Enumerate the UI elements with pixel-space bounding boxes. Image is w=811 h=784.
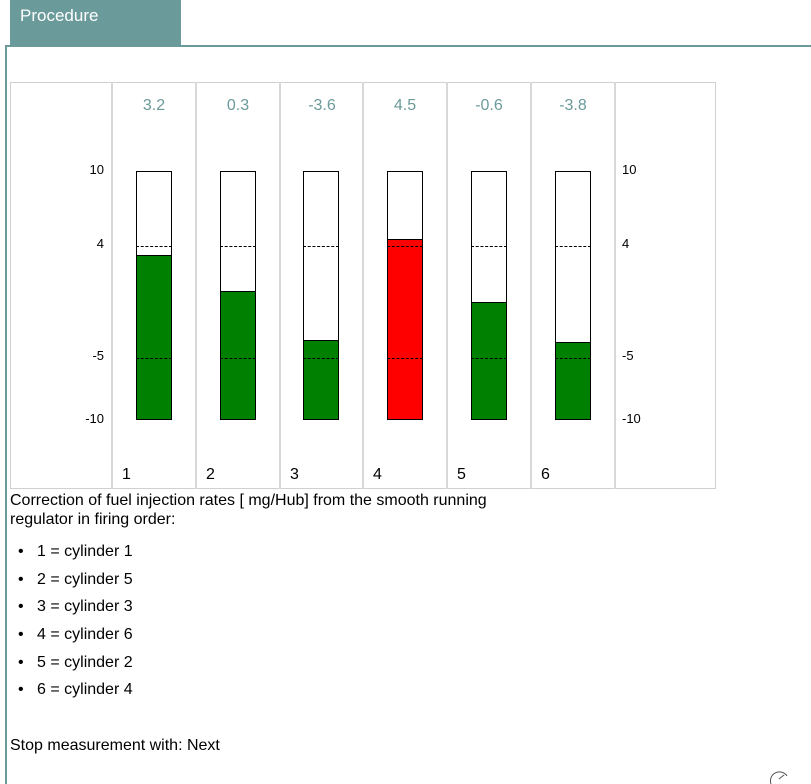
legend-item-text: 5 = cylinder 2 — [37, 653, 133, 671]
bullet-icon: • — [18, 653, 24, 671]
reference-line — [471, 358, 507, 359]
bullet-icon: • — [18, 681, 24, 699]
bar-category-label: 1 — [122, 466, 131, 483]
list-item: • 2 = cylinder 5 — [10, 566, 133, 594]
bar — [387, 238, 423, 420]
bar-frame — [136, 171, 172, 420]
y-tick-label-right: 4 — [622, 236, 630, 251]
list-item: • 6 = cylinder 4 — [10, 676, 133, 704]
bar-frame — [471, 171, 507, 420]
bar — [303, 339, 339, 420]
bar-value-label: -3.8 — [559, 97, 587, 114]
procedure-panel — [5, 45, 811, 784]
cylinder-legend: • 1 = cylinder 1 • 2 = cylinder 5 • 3 = cyl… — [10, 538, 133, 704]
y-tick-label-right: 10 — [622, 162, 637, 177]
legend-item-text: 1 = cylinder 1 — [37, 543, 133, 560]
bar-frame — [220, 171, 256, 420]
tab-procedure[interactable]: Procedure — [10, 0, 181, 45]
reference-line — [555, 358, 591, 359]
bar-frame — [387, 171, 423, 420]
bullet-icon: • — [18, 543, 24, 560]
bar-frame — [303, 171, 339, 420]
bar-value-label: 4.5 — [393, 97, 417, 114]
column-separator — [614, 82, 616, 489]
y-tick-label-left: -5 — [92, 348, 104, 363]
y-tick-label-left: 10 — [89, 162, 104, 177]
bar — [471, 302, 507, 420]
tab-procedure-label: Procedure — [20, 6, 99, 25]
column-separator — [362, 82, 364, 489]
list-item: • 5 = cylinder 2 — [10, 649, 133, 677]
reference-line — [471, 246, 507, 247]
bar-category-label: 5 — [457, 466, 466, 483]
reference-line — [387, 246, 423, 247]
y-tick-label-left: 4 — [96, 236, 104, 251]
bar-frame — [555, 171, 591, 420]
bar-category-label: 6 — [541, 466, 550, 483]
y-tick-label-right: -10 — [622, 411, 641, 426]
bar — [555, 342, 591, 420]
column-separator — [446, 82, 448, 489]
reference-line — [220, 246, 256, 247]
bar-category-label: 2 — [206, 466, 215, 483]
bar — [220, 291, 256, 420]
reference-line — [303, 358, 339, 359]
y-tick-label-left: -10 — [85, 411, 104, 426]
reference-line — [387, 358, 423, 359]
column-separator — [195, 82, 197, 489]
legend-item-text: 2 = cylinder 5 — [37, 570, 133, 588]
column-separator — [530, 82, 532, 489]
bar-value-label: 3.2 — [142, 97, 166, 114]
reference-line — [555, 246, 591, 247]
bar-value-label: -3.6 — [308, 97, 336, 114]
bar-category-label: 3 — [290, 466, 299, 483]
chart-caption: Correction of fuel injection rates [ mg/… — [10, 492, 487, 528]
reference-line — [136, 358, 172, 359]
legend-item-text: 3 = cylinder 3 — [37, 598, 133, 616]
list-item: • 1 = cylinder 1 — [10, 538, 133, 566]
column-separator — [279, 82, 281, 489]
bullet-icon: • — [18, 570, 24, 588]
y-tick-label-right: -5 — [622, 348, 634, 363]
column-separator — [111, 82, 113, 489]
reference-line — [303, 246, 339, 247]
bullet-icon: • — [18, 598, 24, 616]
bar-value-label: 0.3 — [226, 97, 250, 114]
legend-item-text: 6 = cylinder 4 — [37, 681, 133, 699]
list-item: • 3 = cylinder 3 — [10, 593, 133, 621]
bullet-icon: • — [18, 626, 24, 644]
reference-line — [136, 246, 172, 247]
legend-item-text: 4 = cylinder 6 — [37, 626, 133, 644]
list-item: • 4 = cylinder 6 — [10, 621, 133, 649]
bar — [136, 254, 172, 420]
bar-category-label: 4 — [373, 466, 382, 483]
stop-instruction: Stop measurement with: Next — [10, 737, 220, 754]
bar-value-label: -0.6 — [475, 97, 503, 114]
reference-line — [220, 358, 256, 359]
pen-icon[interactable] — [767, 770, 791, 784]
